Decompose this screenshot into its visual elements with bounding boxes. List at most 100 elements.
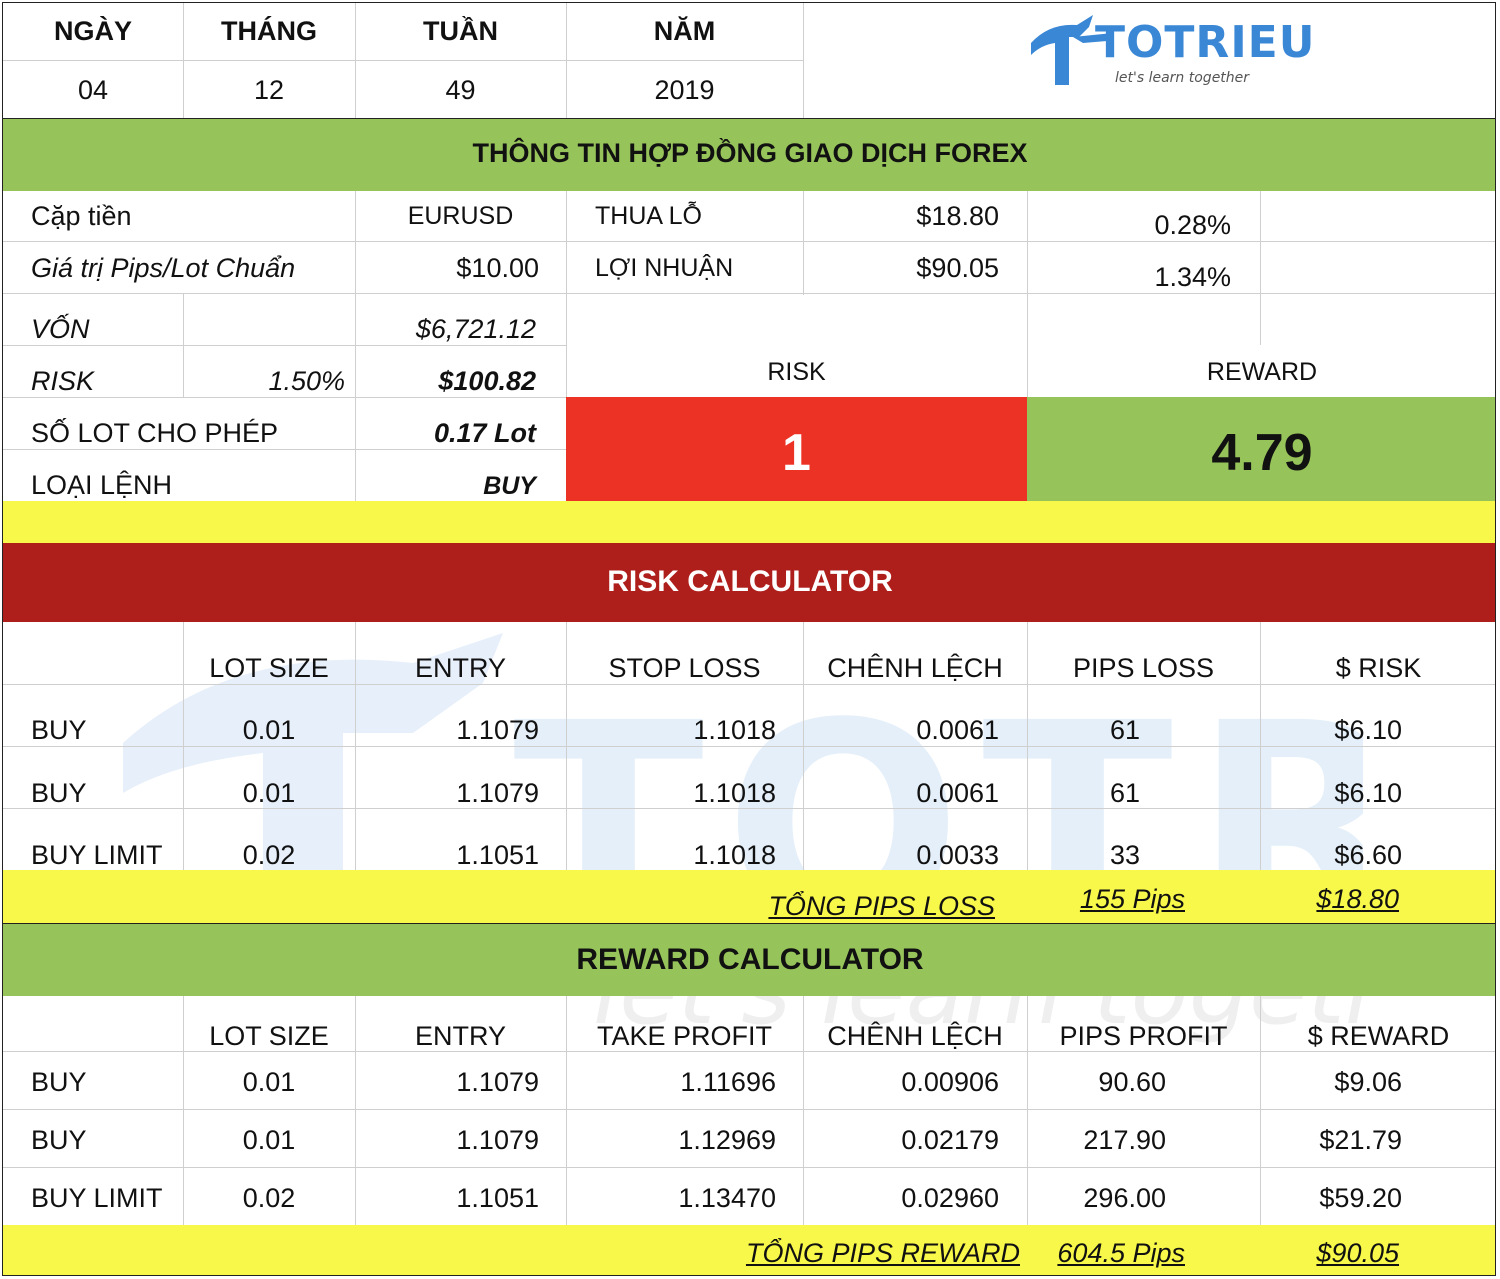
rr-reward-label: REWARD (1206, 358, 1318, 386)
stop-loss: 1.1018 (693, 840, 776, 870)
entry: 1.1051 (456, 840, 539, 870)
reward-col-pips-profit: PIPS PROFIT (1059, 1021, 1228, 1051)
pips-loss: 33 (1110, 840, 1141, 870)
risk-total-band (3, 870, 1495, 923)
date-header-month: THÁNG (221, 16, 317, 46)
profit-amount: $90.05 (916, 253, 999, 283)
reward-calc-title-band (3, 923, 1495, 996)
spread: 0.02960 (901, 1183, 999, 1213)
pair-value: EURUSD (407, 202, 514, 230)
logo-mark-icon (1031, 15, 1113, 85)
take-profit: 1.11696 (680, 1067, 776, 1097)
take-profit: 1.13470 (678, 1183, 776, 1213)
spread: 0.00906 (901, 1067, 999, 1097)
logo-tagline: let's learn together (1115, 70, 1250, 86)
entry: 1.1079 (456, 778, 539, 808)
lot-allowed-label: SỐ LOT CHO PHÉP (31, 418, 279, 448)
entry: 1.1079 (456, 1125, 539, 1155)
date-value-day: 04 (77, 75, 109, 105)
risk-col-dollar-risk: $ RISK (1335, 653, 1422, 683)
date-header-week: TUẦN (423, 16, 498, 46)
lot-allowed-value: 0.17 Lot (433, 418, 536, 448)
dollar-risk: $6.10 (1334, 778, 1402, 808)
order-type-value: BUY (483, 472, 536, 500)
capital-label: VỐN (31, 314, 90, 344)
entry: 1.1079 (456, 1067, 539, 1097)
pip-value: $10.00 (456, 253, 539, 283)
pips-profit: 90.60 (1098, 1067, 1166, 1097)
date-value-year: 2019 (654, 75, 715, 105)
stop-loss: 1.1018 (693, 715, 776, 745)
rr-reward-box (1027, 397, 1495, 501)
entry: 1.1051 (456, 1183, 539, 1213)
spread: 0.0033 (916, 840, 999, 870)
reward-col-entry: ENTRY (414, 1021, 507, 1051)
reward-total-amount: $90.05 (1316, 1238, 1399, 1268)
profit-label: LỢI NHUẬN (595, 254, 734, 282)
reward-col-dollar-reward: $ REWARD (1307, 1021, 1450, 1051)
loss-label: THUA LỖ (595, 202, 702, 230)
lot-size: 0.02 (242, 1183, 296, 1213)
dollar-risk: $6.10 (1334, 715, 1402, 745)
spacer-band (3, 501, 1495, 543)
dollar-risk: $6.60 (1334, 840, 1402, 870)
dollar-reward: $21.79 (1319, 1125, 1402, 1155)
date-value-week: 49 (445, 75, 476, 105)
dollar-reward: $59.20 (1319, 1183, 1402, 1213)
loss-percent: 0.28% (1154, 210, 1231, 240)
spread: 0.0061 (916, 778, 999, 808)
risk-total-label: TỔNG PIPS LOSS (768, 891, 995, 921)
risk-col-stop-loss: STOP LOSS (608, 653, 761, 683)
entry: 1.1079 (456, 715, 539, 745)
risk-total-pips: 155 Pips (1079, 884, 1185, 914)
loss-amount: $18.80 (916, 201, 999, 231)
rr-risk-value: 1 (782, 424, 811, 482)
pair-label: Cặp tiền (31, 201, 132, 231)
profit-percent: 1.34% (1154, 262, 1231, 292)
risk-calc-title-band (3, 543, 1495, 622)
lot-size: 0.02 (242, 840, 296, 870)
risk-col-lot-size: LOT SIZE (209, 653, 329, 683)
logo-brand-text: TOTRIEU (1095, 17, 1316, 68)
order-type: BUY LIMIT (31, 1183, 163, 1213)
lot-size: 0.01 (242, 1067, 296, 1097)
risk-amount: $100.82 (438, 366, 536, 396)
order-type: BUY LIMIT (31, 840, 163, 870)
spread: 0.0061 (916, 715, 999, 745)
totrieu-logo: TOTRIEU let's learn together (1027, 11, 1314, 91)
pips-profit: 217.90 (1083, 1125, 1166, 1155)
rr-risk-label: RISK (767, 358, 826, 386)
take-profit: 1.12969 (678, 1125, 776, 1155)
order-type: BUY (31, 715, 87, 745)
date-header-year: NĂM (653, 16, 716, 46)
risk-col-pips-loss: PIPS LOSS (1072, 653, 1215, 683)
reward-col-spread: CHÊNH LỆCH (827, 1021, 1003, 1051)
order-type: BUY (31, 1125, 87, 1155)
reward-calc-title: REWARD CALCULATOR (576, 943, 924, 976)
spread: 0.02179 (901, 1125, 999, 1155)
dollar-reward: $9.06 (1334, 1067, 1402, 1097)
risk-col-spread: CHÊNH LỆCH (827, 653, 1003, 683)
date-value-month: 12 (253, 75, 285, 105)
lot-size: 0.01 (242, 1125, 296, 1155)
rr-reward-value: 4.79 (1211, 424, 1313, 482)
rr-risk-box (566, 397, 1027, 501)
reward-total-band (3, 1225, 1495, 1275)
lot-size: 0.01 (242, 715, 296, 745)
reward-col-take-profit: TAKE PROFIT (596, 1021, 772, 1051)
contract-title: THÔNG TIN HỢP ĐỒNG GIAO DỊCH FOREX (472, 138, 1028, 168)
reward-col-lot-size: LOT SIZE (209, 1021, 329, 1051)
contract-title-band (3, 118, 1495, 191)
risk-percent: 1.50% (268, 366, 345, 396)
reward-total-pips: 604.5 Pips (1057, 1238, 1185, 1268)
pip-value-label: Giá trị Pips/Lot Chuẩn (31, 253, 296, 283)
lot-size: 0.01 (242, 778, 296, 808)
order-type: BUY (31, 1067, 87, 1097)
pips-loss: 61 (1110, 778, 1141, 808)
risk-col-entry: ENTRY (414, 653, 507, 683)
capital-value: $6,721.12 (415, 314, 536, 344)
pips-loss: 61 (1110, 715, 1141, 745)
reward-total-label: TỔNG PIPS REWARD (745, 1238, 1020, 1268)
stop-loss: 1.1018 (693, 778, 776, 808)
